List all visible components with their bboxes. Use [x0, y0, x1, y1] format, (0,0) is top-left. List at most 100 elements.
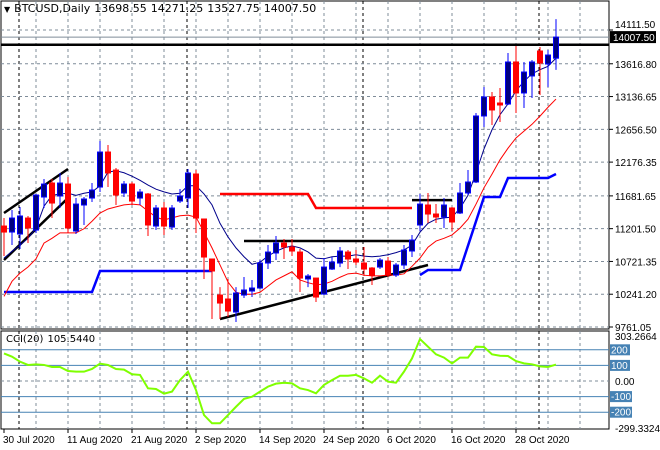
candle: [257, 260, 263, 290]
price-tick-label: 10241.20: [615, 290, 657, 301]
main-panel: [0, 0, 610, 330]
candle: [417, 194, 423, 232]
candle: [9, 210, 15, 246]
candle-body: [153, 207, 159, 227]
candle-body: [473, 115, 479, 183]
moving-average-fast: [3, 57, 557, 265]
candle: [81, 197, 87, 226]
candle-body: [457, 192, 463, 214]
candle-body: [257, 262, 263, 289]
candle-body: [353, 258, 359, 263]
candle: [449, 207, 455, 232]
date-tick-label: 24 Sep 2020: [323, 435, 380, 446]
candle-body: [193, 173, 199, 219]
candle-body: [337, 250, 343, 264]
candle-body: [177, 195, 183, 202]
cci-tick-label: -299.3324: [615, 424, 660, 435]
price-tick-label: 10721.35: [615, 257, 657, 268]
cci-value: 105.5440: [47, 334, 96, 345]
candle-body: [217, 294, 223, 304]
candle: [377, 258, 383, 270]
candle: [57, 172, 63, 209]
date-tick-label: 30 Jul 2020: [3, 435, 55, 446]
candle: [161, 202, 167, 236]
candle-body: [409, 239, 415, 252]
support-step-line: [4, 269, 212, 294]
candle: [249, 280, 255, 298]
candle-body: [57, 182, 63, 197]
candle: [297, 249, 303, 293]
candle: [1, 218, 7, 257]
candle: [473, 112, 479, 184]
candle-body: [377, 259, 383, 268]
date-tick-label: 2 Sep 2020: [195, 435, 247, 446]
candle-body: [265, 251, 271, 264]
candle: [393, 263, 399, 278]
candle: [145, 192, 151, 237]
candle: [345, 249, 351, 270]
candle: [489, 92, 495, 125]
candle-body: [441, 204, 447, 218]
candle-body: [321, 266, 327, 295]
candle-body: [17, 215, 23, 235]
candle-body: [505, 61, 511, 105]
candle-body: [137, 191, 143, 199]
candle-body: [553, 36, 559, 59]
candle: [217, 287, 223, 320]
candle: [369, 267, 375, 286]
candle-body: [201, 218, 207, 258]
candle: [241, 277, 247, 299]
candle-body: [9, 217, 15, 233]
cci-level-tag: [610, 391, 632, 403]
date-tick-label: 6 Oct 2020: [387, 435, 436, 446]
price-tick-label: 12176.35: [615, 158, 657, 169]
cci-level-label: 200: [611, 345, 628, 356]
price-tick-label: 11681.65: [615, 192, 656, 203]
date-tick-label: 16 Oct 2020: [451, 435, 506, 446]
candle-body: [345, 251, 351, 260]
candle-body: [129, 183, 135, 202]
candle: [193, 170, 199, 233]
candle: [89, 183, 95, 203]
candle: [313, 277, 319, 303]
candle: [273, 236, 279, 261]
price-tick-label: 11201.50: [615, 225, 656, 236]
candle: [537, 47, 543, 96]
candle-body: [225, 298, 231, 312]
candle: [481, 87, 487, 128]
candle: [545, 50, 551, 88]
candle-body: [281, 242, 287, 248]
candle: [281, 239, 287, 260]
candle-body: [41, 183, 47, 198]
candle-body: [97, 151, 103, 188]
candle-body: [313, 277, 319, 298]
candle: [553, 19, 559, 70]
candle: [457, 183, 463, 215]
candle-body: [433, 213, 439, 218]
candle: [177, 189, 183, 204]
candle: [433, 204, 439, 224]
moving-average-slow: [3, 98, 557, 297]
candle: [153, 205, 159, 231]
candle: [497, 87, 503, 122]
candle-body: [417, 203, 423, 226]
candle-body: [329, 261, 335, 270]
candle-body: [113, 169, 119, 196]
cci-line: [3, 337, 557, 425]
candle: [521, 61, 527, 108]
candle: [33, 193, 39, 233]
candle-body: [393, 264, 399, 276]
candle-body: [401, 249, 407, 266]
candle: [529, 60, 535, 99]
candle: [505, 52, 511, 105]
candle-body: [145, 193, 151, 226]
candle: [49, 178, 55, 219]
candle: [209, 258, 215, 320]
cci-level-tag: [610, 344, 630, 356]
resistance-step-line: [220, 192, 412, 210]
candle: [121, 181, 127, 198]
candle-body: [25, 217, 31, 229]
triangle-down-icon[interactable]: ▼: [4, 5, 11, 14]
candle-body: [497, 102, 503, 106]
